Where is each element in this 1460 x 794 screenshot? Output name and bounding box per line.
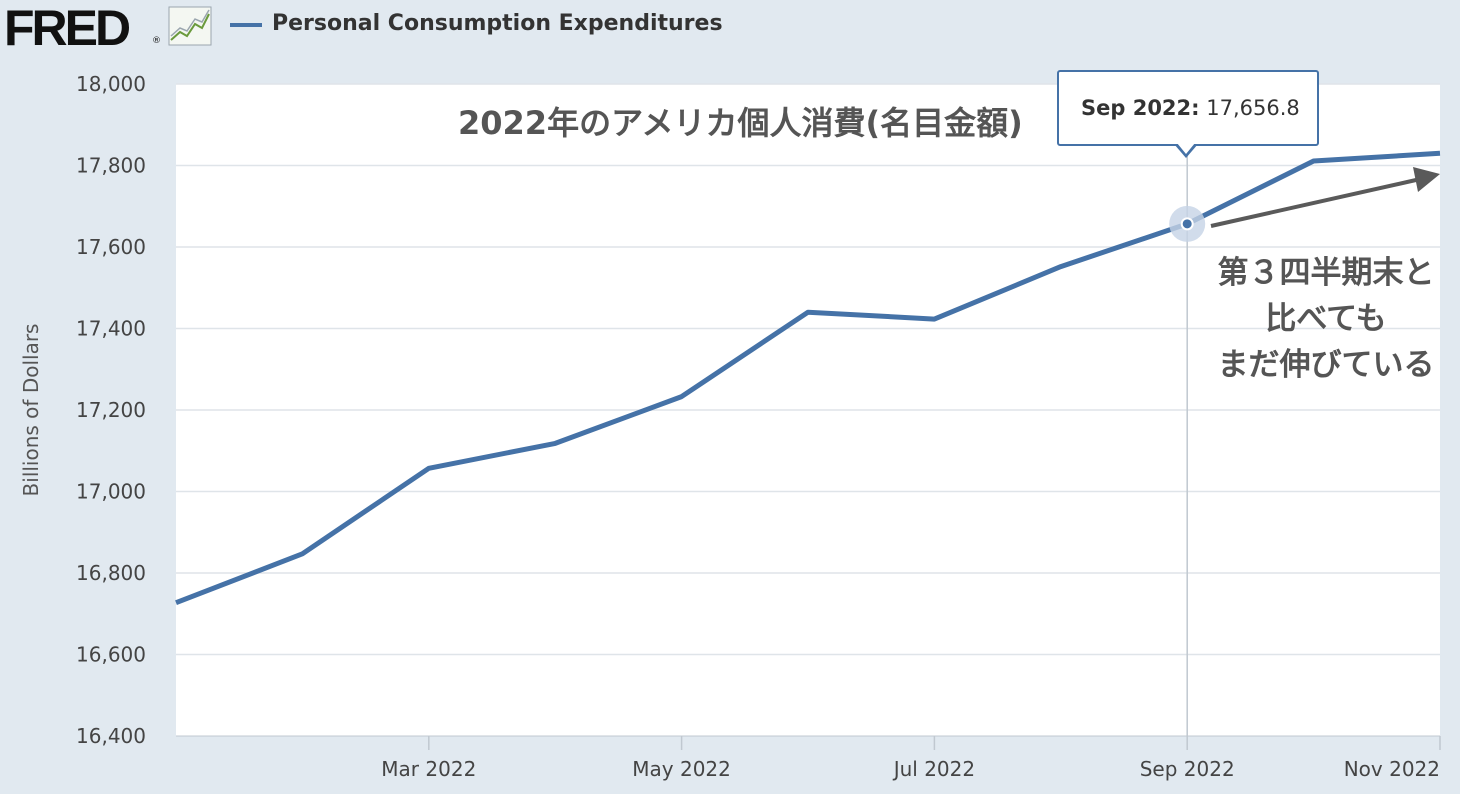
fred-logo[interactable]: FRED (4, 0, 131, 56)
tooltip-pointer-fill (1177, 143, 1195, 154)
x-tick-label: Mar 2022 (381, 757, 476, 781)
legend-series-swatch (230, 23, 262, 27)
y-tick-label: 17,600 (76, 235, 146, 259)
tooltip-date: Sep 2022: (1081, 96, 1200, 120)
y-axis-tick-labels: 16,400 16,600 16,800 17,000 17,200 17,400 17,6… (76, 72, 146, 748)
y-axis-title: Billions of Dollars (19, 324, 43, 497)
y-tick-label: 17,200 (76, 398, 146, 422)
grid-lines (176, 83, 1440, 656)
x-tick-label: Sep 2022 (1140, 757, 1235, 781)
y-tick-label: 16,400 (76, 724, 146, 748)
annotation-arrow-head (1413, 167, 1440, 192)
y-tick-label: 17,400 (76, 317, 146, 341)
fred-registered-mark: ® (152, 36, 161, 46)
y-tick-label: 16,800 (76, 561, 146, 585)
highlight-marker (1169, 205, 1206, 242)
y-tick-label: 16,600 (76, 643, 146, 667)
y-tick-label: 18,000 (76, 72, 146, 96)
fred-chart-icon (168, 6, 212, 46)
x-tick-label: Nov 2022 (1344, 757, 1440, 781)
annotation-note-line: 第３四半期末と (1217, 255, 1435, 291)
x-tick-label: May 2022 (632, 757, 731, 781)
annotation-note-line: まだ伸びている (1217, 347, 1435, 383)
x-tick-label: Jul 2022 (892, 757, 975, 781)
annotation-title: 2022年のアメリカ個人消費(名目金額) (458, 104, 1023, 142)
tooltip-value: 17,656.8 (1206, 96, 1300, 120)
y-tick-label: 17,800 (76, 154, 146, 178)
annotation-arrow-shaft (1210, 178, 1417, 228)
series-line-pce[interactable] (175, 150, 1441, 606)
tooltip-text: Sep 2022: 17,656.8 (1081, 96, 1300, 120)
chart-header: FRED ® Personal Consumption Expenditures (0, 0, 1460, 60)
highlight-point[interactable] (1180, 217, 1194, 231)
annotation-note-line: 比べても (1265, 301, 1387, 337)
legend-series-label[interactable]: Personal Consumption Expenditures (272, 11, 723, 36)
x-axis-ticks: Mar 2022 May 2022 Jul 2022 Sep 2022 Nov 2022 (381, 736, 1441, 781)
data-tooltip: Sep 2022: 17,656.8 (1057, 70, 1319, 146)
y-tick-label: 17,000 (76, 480, 146, 504)
annotation-note: 第３四半期末と 比べても まだ伸びている (1194, 250, 1458, 388)
